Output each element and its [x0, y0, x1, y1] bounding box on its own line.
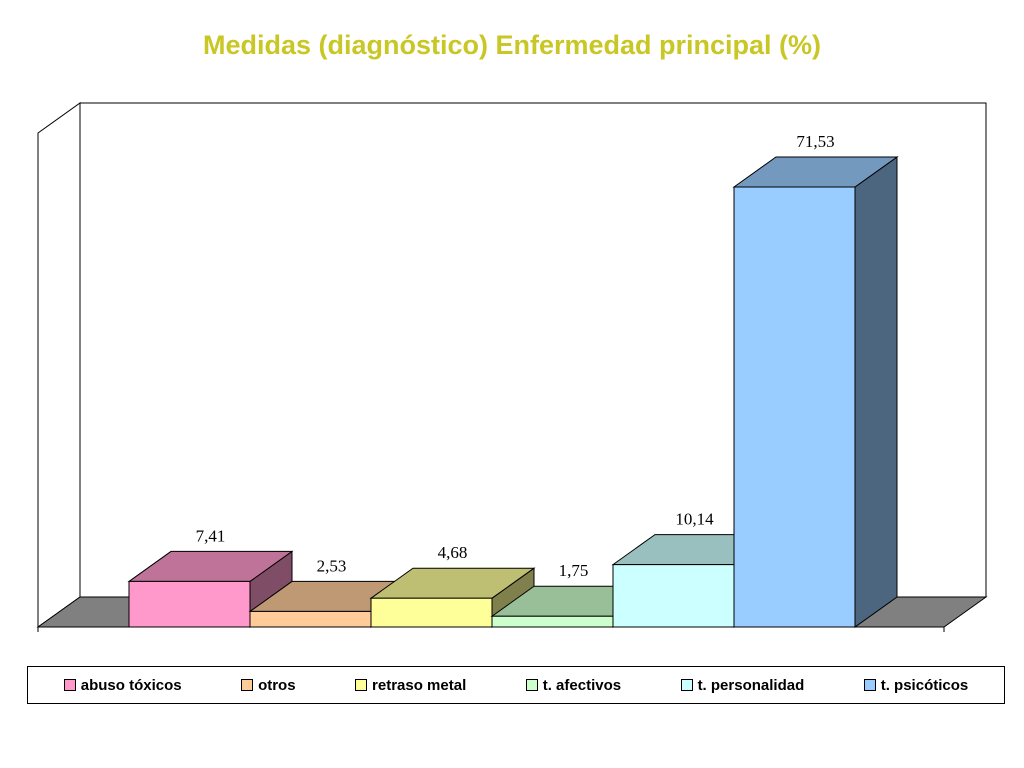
legend-label: t. personalidad: [697, 676, 805, 694]
legend-item: retraso metal: [355, 677, 466, 694]
bars-group: [127, 156, 899, 628]
legend-label: t. afectivos: [542, 676, 622, 694]
legend-swatch: [863, 679, 876, 691]
data-label-5: 71,53: [796, 132, 834, 151]
legend-item: abuso tóxicos: [63, 676, 182, 694]
legend-swatch: [63, 679, 76, 691]
legend-swatch: [241, 679, 254, 691]
legend-swatch: [680, 679, 693, 691]
legend-item: t. personalidad: [680, 676, 805, 694]
chart-title: Medidas (diagnóstico) Enfermedad princip…: [202, 30, 822, 60]
side-wall: [37, 102, 81, 628]
data-labels-group: 7,41 2,53 4,68 1,75 10,14 71,53: [196, 132, 835, 580]
bar-2: [370, 597, 493, 628]
legend-label: t. psicóticos: [880, 676, 969, 694]
bar-1: [249, 610, 372, 628]
legend-swatch: [355, 679, 368, 691]
legend-item: t. afectivos: [525, 676, 622, 694]
data-label-0: 7,41: [196, 526, 226, 545]
legend: abuso tóxicos otros retraso metal t. afecti…: [27, 666, 1005, 704]
bar-side-5: [854, 156, 898, 628]
bar-3: [491, 615, 614, 628]
legend-item: t. psicóticos: [863, 676, 969, 694]
bar-5: [733, 186, 856, 628]
data-label-2: 4,68: [438, 543, 468, 562]
bar-0: [128, 580, 251, 628]
legend-label: abuso tóxicos: [80, 676, 182, 694]
data-label-1: 2,53: [317, 556, 347, 575]
legend-item: otros: [241, 677, 296, 694]
legend-label: otros: [258, 676, 296, 694]
data-label-3: 1,75: [559, 561, 589, 580]
bar-4: [612, 564, 735, 628]
legend-swatch: [525, 679, 538, 691]
data-label-4: 10,14: [675, 510, 714, 529]
legend-label: retraso metal: [372, 676, 467, 694]
